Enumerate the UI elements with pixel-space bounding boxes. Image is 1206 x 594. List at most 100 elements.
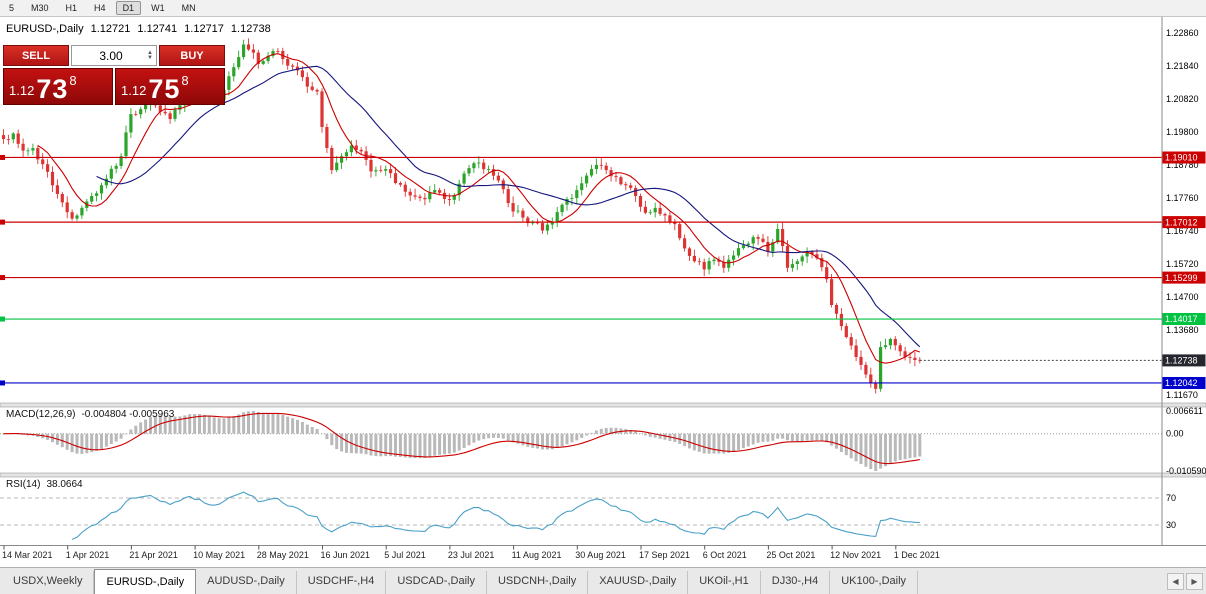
tab-scroll-right-icon[interactable]: ▶ xyxy=(1186,573,1203,590)
svg-text:28 May 2021: 28 May 2021 xyxy=(257,550,309,560)
svg-text:0.006611: 0.006611 xyxy=(1166,406,1203,416)
macd-title-text: MACD(12,26,9) xyxy=(6,409,76,420)
spinner-up-icon[interactable]: ▲ xyxy=(147,49,153,56)
timeframe-button-H4[interactable]: H4 xyxy=(94,3,106,13)
price-level-badge-1.12042: 1.12042 xyxy=(1162,377,1206,389)
svg-text:12 Nov 2021: 12 Nov 2021 xyxy=(830,550,881,560)
bid-price-panel[interactable]: 1.12 73 8 xyxy=(3,68,113,105)
svg-text:1.19010: 1.19010 xyxy=(1165,153,1198,163)
svg-text:1.14017: 1.14017 xyxy=(1165,314,1198,324)
volume-value: 3.00 xyxy=(99,48,123,63)
chart-tab-usdx-weekly[interactable]: USDX,Weekly xyxy=(2,571,95,594)
price-axis-labels: 1.22860 1.21840 1.20820 1.19800 1.18780 1.177… xyxy=(1166,28,1199,400)
chart-tab-uk100-daily[interactable]: UK100-,Daily xyxy=(830,571,919,594)
svg-text:-0.010590: -0.010590 xyxy=(1166,466,1206,476)
chart-tab-xauusd-daily[interactable]: XAUUSD-,Daily xyxy=(588,571,689,594)
price-pane[interactable] xyxy=(1,38,922,394)
macd-axis-labels: 0.006611 0.00 -0.010590 xyxy=(1166,406,1206,476)
timeframe-button-D1[interactable]: D1 xyxy=(115,1,142,15)
ask-price-prefix: 1.12 xyxy=(121,83,147,98)
svg-text:5 Jul 2021: 5 Jul 2021 xyxy=(384,550,426,560)
svg-text:1.17760: 1.17760 xyxy=(1166,193,1199,203)
one-click-trade-panel: SELL 3.00 ▲ ▼ BUY 1.12 73 8 1.12 75 8 xyxy=(3,45,225,105)
svg-text:23 Jul 2021: 23 Jul 2021 xyxy=(448,550,495,560)
svg-text:30: 30 xyxy=(1166,520,1176,530)
chart-symbol-label: EURUSD-,Daily xyxy=(6,23,84,35)
svg-text:1.14700: 1.14700 xyxy=(1166,292,1199,302)
ask-price-panel[interactable]: 1.12 75 8 xyxy=(115,68,225,105)
rsi-pane[interactable] xyxy=(0,491,1162,540)
svg-text:14 Mar 2021: 14 Mar 2021 xyxy=(2,550,53,560)
chart-tab-usdchf-h4[interactable]: USDCHF-,H4 xyxy=(297,571,387,594)
rsi-value-text: 38.0664 xyxy=(46,479,83,490)
chart-tab-usdcnh-daily[interactable]: USDCNH-,Daily xyxy=(487,571,589,594)
svg-text:21 Apr 2021: 21 Apr 2021 xyxy=(129,550,178,560)
ohlc-header: EURUSD-,Daily 1.12721 1.12741 1.12717 1.1273… xyxy=(6,23,278,35)
chart-canvas[interactable]: 1.22860 1.21840 1.20820 1.19800 1.18780 1.177… xyxy=(0,17,1206,567)
bid-price-sup: 8 xyxy=(69,73,77,88)
ma-8-line xyxy=(37,53,920,364)
chart-tab-usdcad-daily[interactable]: USDCAD-,Daily xyxy=(386,571,487,594)
svg-text:25 Oct 2021: 25 Oct 2021 xyxy=(766,550,815,560)
price-level-badge-1.19010: 1.19010 xyxy=(1162,151,1206,164)
bid-price-big: 73 xyxy=(36,74,69,104)
chart-tab-ukoil-h1[interactable]: UKOil-,H1 xyxy=(688,571,761,594)
rsi-title: RSI(14) 38.0664 xyxy=(6,479,89,490)
ohlc-high: 1.12741 xyxy=(137,23,178,35)
svg-text:1.11670: 1.11670 xyxy=(1166,390,1198,400)
svg-text:1.12738: 1.12738 xyxy=(1165,356,1198,366)
sell-button[interactable]: SELL xyxy=(3,45,69,66)
ohlc-open: 1.12721 xyxy=(90,23,131,35)
macd-histogram xyxy=(2,411,922,471)
svg-text:17 Sep 2021: 17 Sep 2021 xyxy=(639,550,690,560)
svg-text:10 May 2021: 10 May 2021 xyxy=(193,550,245,560)
timeframe-button-MN[interactable]: MN xyxy=(181,3,196,13)
svg-text:1.16740: 1.16740 xyxy=(1166,226,1199,236)
chart-tab-dj30-h4[interactable]: DJ30-,H4 xyxy=(761,571,831,594)
price-level-badge-1.14017: 1.14017 xyxy=(1162,313,1206,325)
svg-text:6 Oct 2021: 6 Oct 2021 xyxy=(703,550,747,560)
tab-scroll-left-icon[interactable]: ◀ xyxy=(1167,573,1184,590)
price-level-badge-1.15299: 1.15299 xyxy=(1162,271,1206,284)
svg-text:1.22860: 1.22860 xyxy=(1166,28,1199,38)
chart-tab-eurusd-daily[interactable]: EURUSD-,Daily xyxy=(94,569,197,594)
buy-button[interactable]: BUY xyxy=(159,45,225,66)
rsi-axis-labels: 70 30 xyxy=(1166,493,1176,530)
svg-text:1.21840: 1.21840 xyxy=(1166,61,1199,71)
rsi-title-text: RSI(14) xyxy=(6,479,41,490)
svg-text:1.15299: 1.15299 xyxy=(1165,273,1198,283)
svg-text:11 Aug 2021: 11 Aug 2021 xyxy=(512,550,562,560)
axes-layer: 1.22860 1.21840 1.20820 1.19800 1.18780 1.177… xyxy=(0,17,1206,560)
macd-pane[interactable] xyxy=(0,411,1162,471)
svg-text:30 Aug 2021: 30 Aug 2021 xyxy=(575,550,626,560)
svg-text:1.20820: 1.20820 xyxy=(1166,94,1199,104)
svg-text:1.17012: 1.17012 xyxy=(1165,217,1198,227)
macd-title: MACD(12,26,9) -0.004804 -0.005963 xyxy=(6,409,180,420)
timeframe-button-M30[interactable]: M30 xyxy=(31,3,49,13)
ask-price-sup: 8 xyxy=(181,73,189,88)
svg-text:16 Jun 2021: 16 Jun 2021 xyxy=(321,550,371,560)
timeframe-button-W1[interactable]: W1 xyxy=(151,3,165,13)
svg-text:1.18780: 1.18780 xyxy=(1166,160,1199,170)
svg-text:1.13680: 1.13680 xyxy=(1166,325,1199,335)
macd-signal-line xyxy=(3,412,920,465)
bid-price-prefix: 1.12 xyxy=(9,83,35,98)
ma-20-line xyxy=(96,65,921,348)
ohlc-low: 1.12717 xyxy=(184,23,224,35)
price-level-badge-1.17012: 1.17012 xyxy=(1162,216,1206,229)
ohlc-close: 1.12738 xyxy=(230,23,271,35)
chart-tab-audusd-daily[interactable]: AUDUSD-,Daily xyxy=(196,571,297,594)
svg-text:0.00: 0.00 xyxy=(1166,429,1184,439)
volume-input[interactable]: 3.00 ▲ ▼ xyxy=(71,45,157,66)
current-price-badge: 1.12738 xyxy=(1162,354,1206,367)
date-axis: 14 Mar 2021 1 Apr 2021 21 Apr 2021 10 May 2… xyxy=(2,545,940,560)
ask-price-big: 75 xyxy=(148,74,181,104)
svg-text:1 Apr 2021: 1 Apr 2021 xyxy=(66,550,110,560)
spinner-down-icon[interactable]: ▼ xyxy=(147,54,153,61)
volume-spinner[interactable]: ▲ ▼ xyxy=(147,49,153,61)
timeframe-button-5[interactable]: 5 xyxy=(9,3,15,13)
horizontal-lines-layer[interactable] xyxy=(0,154,1162,386)
timeframe-button-H1[interactable]: H1 xyxy=(65,3,78,13)
rsi-line xyxy=(71,491,920,540)
